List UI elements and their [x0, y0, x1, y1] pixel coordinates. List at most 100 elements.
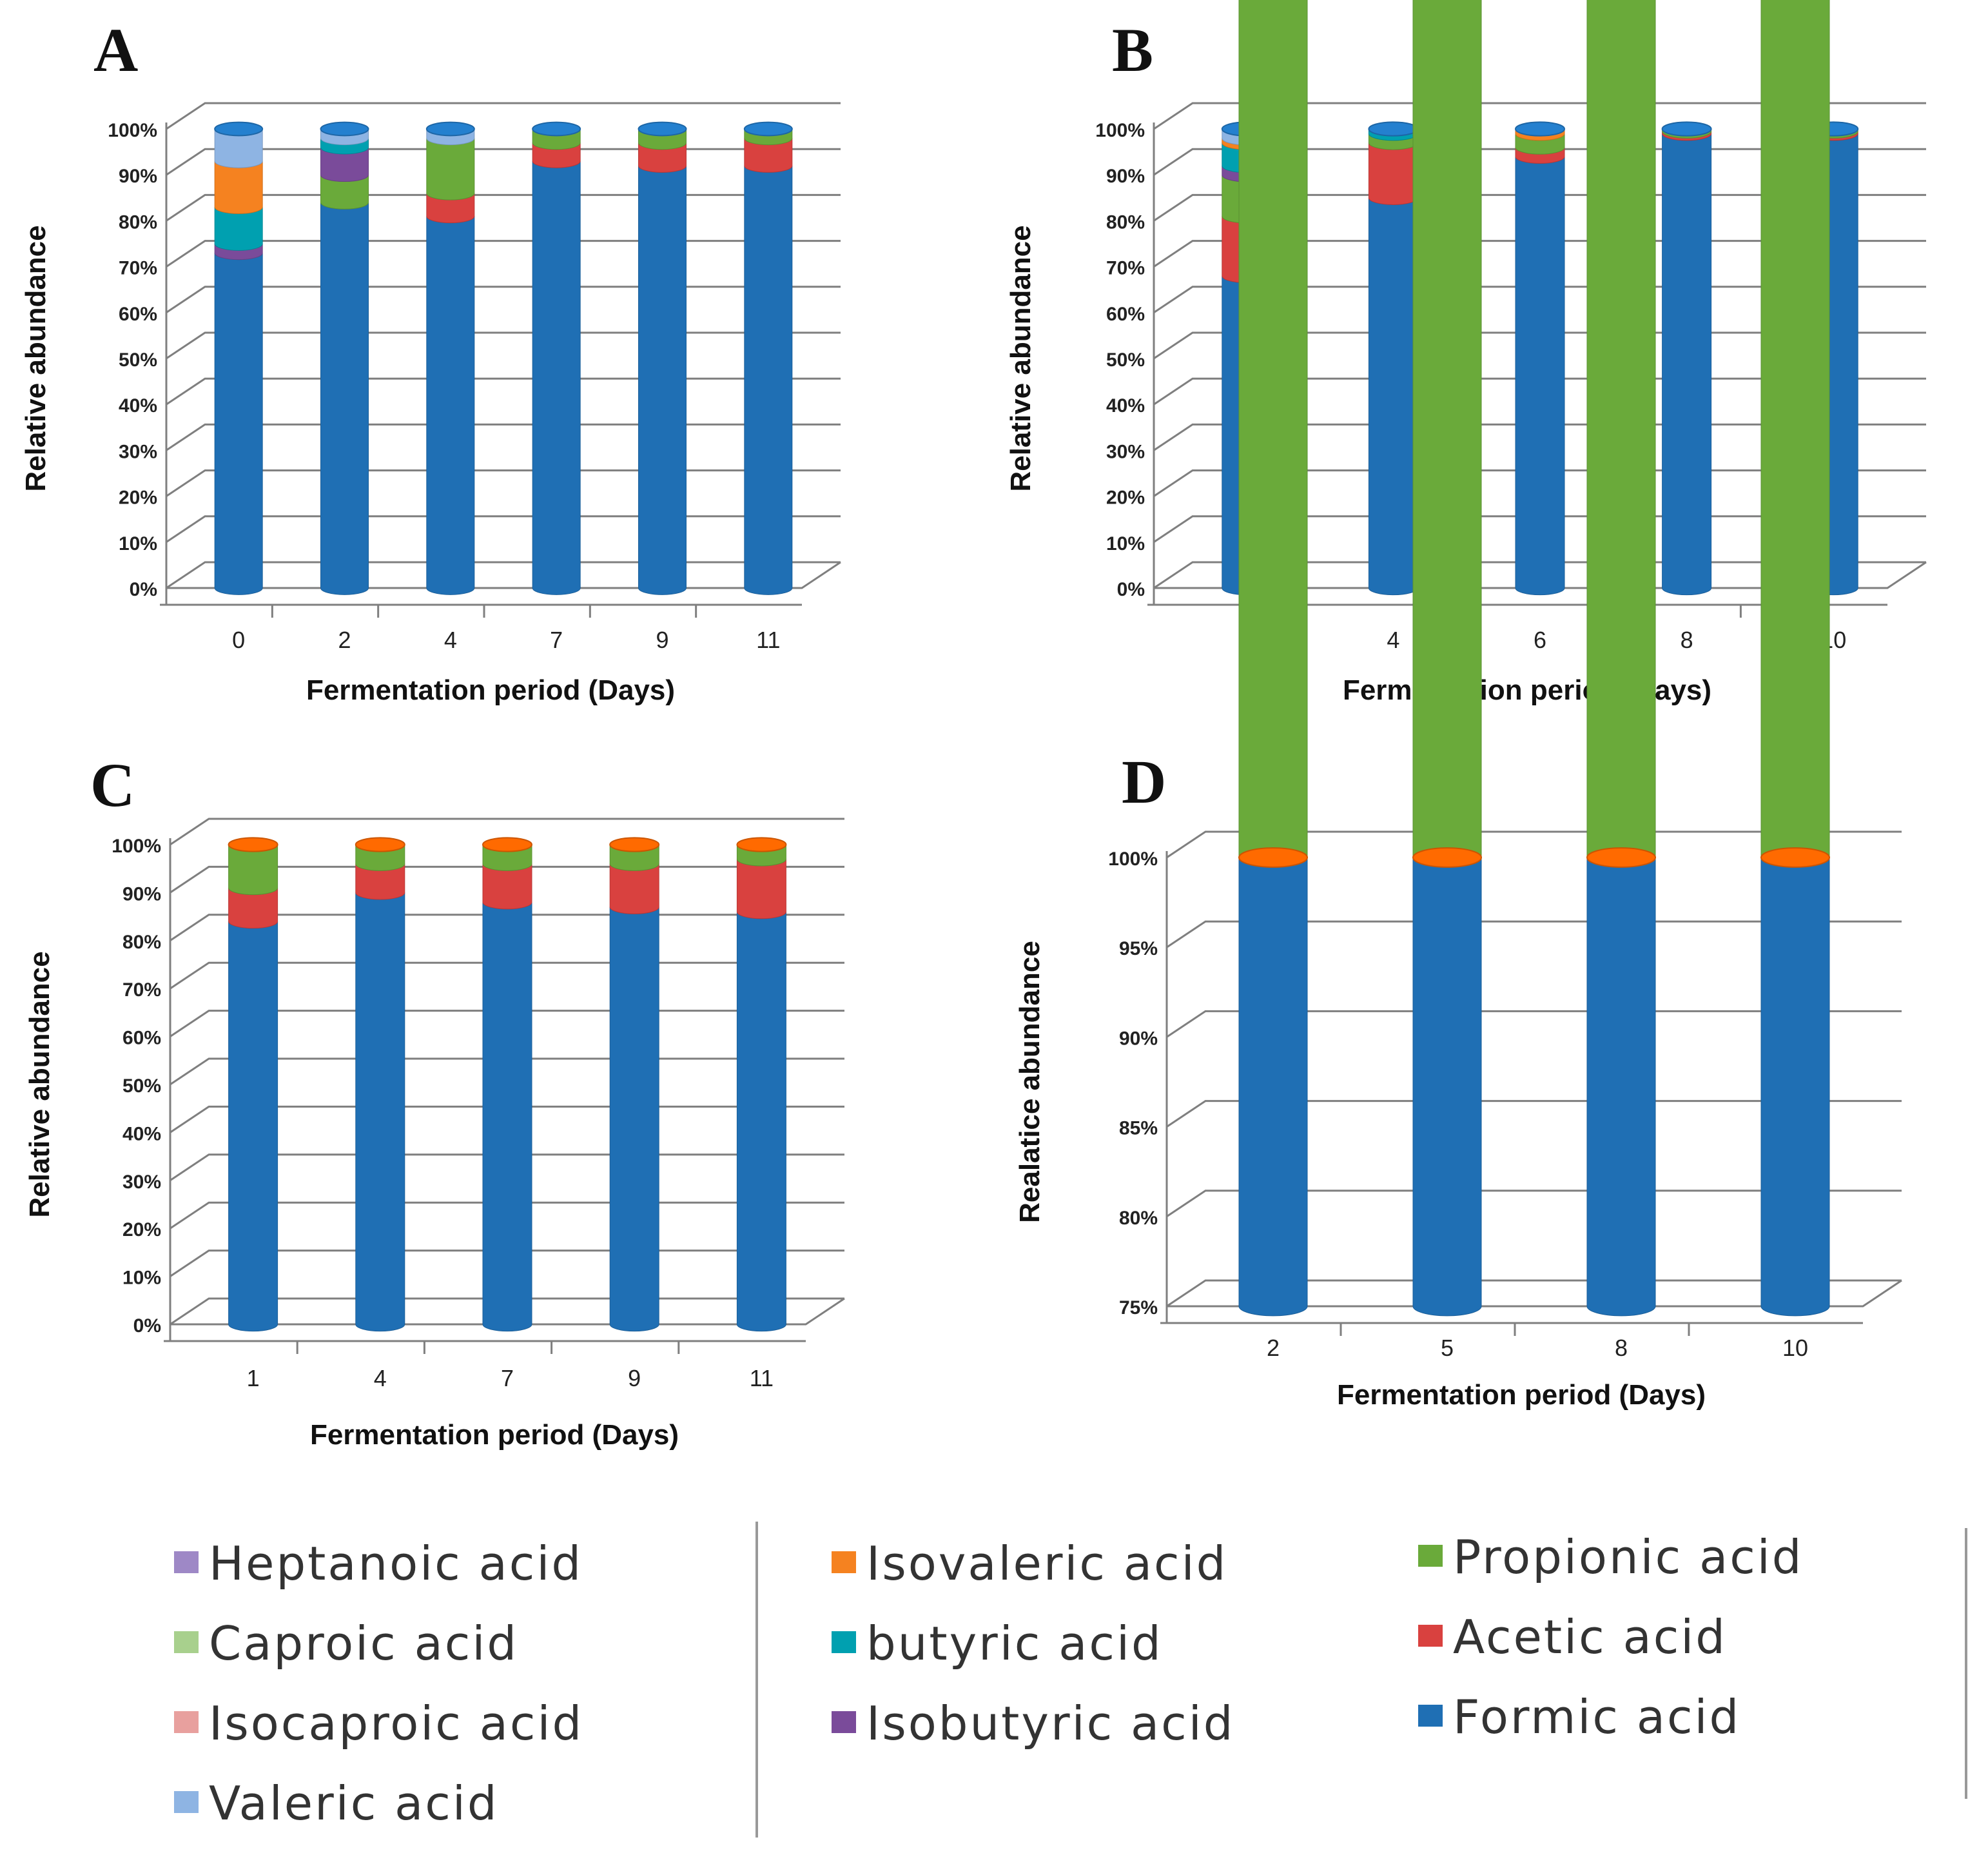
y-axis-title: Realatice abundance — [1014, 941, 1046, 1223]
y-axis-title: Relative abundance — [20, 225, 52, 491]
y-tick-label: 0% — [133, 1315, 161, 1337]
y-tick-label: 10% — [1106, 533, 1145, 554]
gridline — [1166, 1190, 1902, 1218]
y-tick-label: 20% — [119, 487, 157, 509]
x-tick-label: 8 — [1681, 627, 1693, 653]
y-tick-label: 80% — [119, 211, 157, 233]
legend-label: Formic acid — [1453, 1690, 1741, 1744]
legend-label: Caproic acid — [209, 1616, 519, 1671]
bar-top-cap — [1586, 847, 1656, 868]
bar-top-cap — [1412, 847, 1482, 868]
y-tick-label: 80% — [122, 932, 161, 953]
x-tick-label: 9 — [656, 627, 668, 653]
bar-top-cap — [736, 837, 787, 852]
y-tick-label: 90% — [1106, 166, 1145, 187]
bar-top-cap — [482, 837, 532, 852]
x-tick-label: 6 — [1534, 627, 1546, 653]
y-tick-label: 70% — [119, 258, 157, 279]
y-tick-label: 10% — [119, 533, 157, 554]
bar-top-cap — [1760, 847, 1830, 868]
bar-top-cap — [228, 837, 278, 852]
gridline — [1166, 1010, 1902, 1038]
legend-swatch — [174, 1791, 199, 1813]
y-tick-label: 30% — [119, 441, 157, 462]
bar-top-cap — [214, 121, 264, 137]
legend-label: Heptanoic acid — [209, 1536, 583, 1591]
x-tick-label: 1 — [247, 1365, 260, 1391]
x-tick-label: 7 — [501, 1365, 514, 1391]
bar-segment-formic-acid — [532, 161, 581, 595]
y-tick-label: 50% — [1106, 349, 1145, 371]
x-axis-title: Fermentation period (Days) — [306, 674, 675, 706]
gridline — [166, 193, 841, 222]
y-tick-label: 70% — [122, 979, 161, 1001]
x-tick-label: 9 — [628, 1365, 641, 1391]
legend-swatch — [832, 1711, 856, 1733]
bar-segment-propionic-acid — [1238, 0, 1308, 868]
bar-top-cap — [609, 837, 660, 852]
gridline — [166, 561, 841, 589]
legend-label: Isovaleric acid — [866, 1536, 1228, 1591]
chart-panel-C: 0% 10% 20% 30% 40% 50% 60% 70% 80% 90% 100% 1 4 7 9 11 F… — [24, 750, 845, 1451]
bar-top-cap — [1238, 847, 1308, 868]
x-tick-label: 11 — [756, 627, 780, 653]
gridline — [170, 818, 844, 846]
legend-swatch — [832, 1631, 856, 1653]
legend-swatch — [174, 1711, 199, 1733]
bar-segment-formic-acid — [426, 216, 475, 595]
gridline — [166, 102, 841, 130]
y-tick-label: 60% — [1106, 304, 1145, 325]
bar-top-cap — [355, 837, 405, 852]
bar-top-cap — [638, 121, 687, 137]
y-tick-label: 20% — [122, 1219, 161, 1240]
bar-segment-formic-acid — [736, 912, 786, 1332]
bar-top-cap — [1515, 121, 1565, 137]
gridline — [1166, 1279, 1902, 1308]
y-tick-label: 60% — [119, 304, 157, 325]
y-tick-label: 85% — [1119, 1118, 1158, 1139]
y-tick-label: 80% — [1106, 211, 1145, 233]
panel-title: B — [1112, 15, 1153, 84]
bar-segment-isovaleric-acid — [214, 161, 263, 214]
y-tick-label: 60% — [122, 1028, 161, 1049]
y-tick-label: 70% — [1106, 258, 1145, 279]
y-tick-label: 100% — [112, 836, 161, 857]
gridline — [1166, 830, 1902, 859]
bar-top-cap — [1368, 121, 1419, 137]
bar-segment-formic-acid — [320, 202, 369, 595]
bar-segment-formic-acid — [1586, 857, 1656, 1317]
y-tick-label: 0% — [130, 579, 157, 600]
bar-segment-formic-acid — [1368, 197, 1418, 596]
gridline — [166, 423, 841, 451]
bar-segment-propionic-acid — [426, 138, 475, 201]
bar-segment-formic-acid — [1238, 857, 1308, 1317]
y-tick-label: 40% — [119, 395, 157, 417]
panel-title: C — [90, 750, 135, 819]
gridline — [166, 469, 841, 497]
x-tick-label: 2 — [1267, 1335, 1280, 1361]
panel-title: D — [1122, 747, 1166, 816]
bar-segment-formic-acid — [744, 165, 793, 595]
x-tick-label: 10 — [1782, 1335, 1808, 1361]
x-tick-label: 2 — [338, 627, 351, 653]
x-axis-title: Fermentation period (Days) — [1343, 674, 1711, 706]
bar-top-cap — [425, 121, 475, 137]
x-tick-label: 5 — [1441, 1335, 1454, 1361]
y-tick-label: 30% — [122, 1172, 161, 1193]
y-tick-label: 10% — [122, 1268, 161, 1289]
y-tick-label: 100% — [1108, 848, 1158, 870]
legend-swatch — [174, 1551, 199, 1573]
bar-segment-propionic-acid — [1412, 0, 1482, 868]
bar-segment-acetic-acid — [609, 863, 659, 914]
y-tick-label: 20% — [1106, 487, 1145, 509]
y-tick-label: 75% — [1119, 1297, 1158, 1319]
gridline — [166, 331, 841, 360]
bar-segment-formic-acid — [609, 907, 659, 1332]
legend-separator — [1965, 1528, 1967, 1799]
legend-label: butyric acid — [866, 1616, 1163, 1671]
gridline — [166, 515, 841, 544]
gridline — [166, 377, 841, 406]
chart-panel-A: 0% 10% 20% 30% 40% 50% 60% 70% 80% 90% 100% 0 2 4 7 9 11… — [20, 15, 841, 706]
